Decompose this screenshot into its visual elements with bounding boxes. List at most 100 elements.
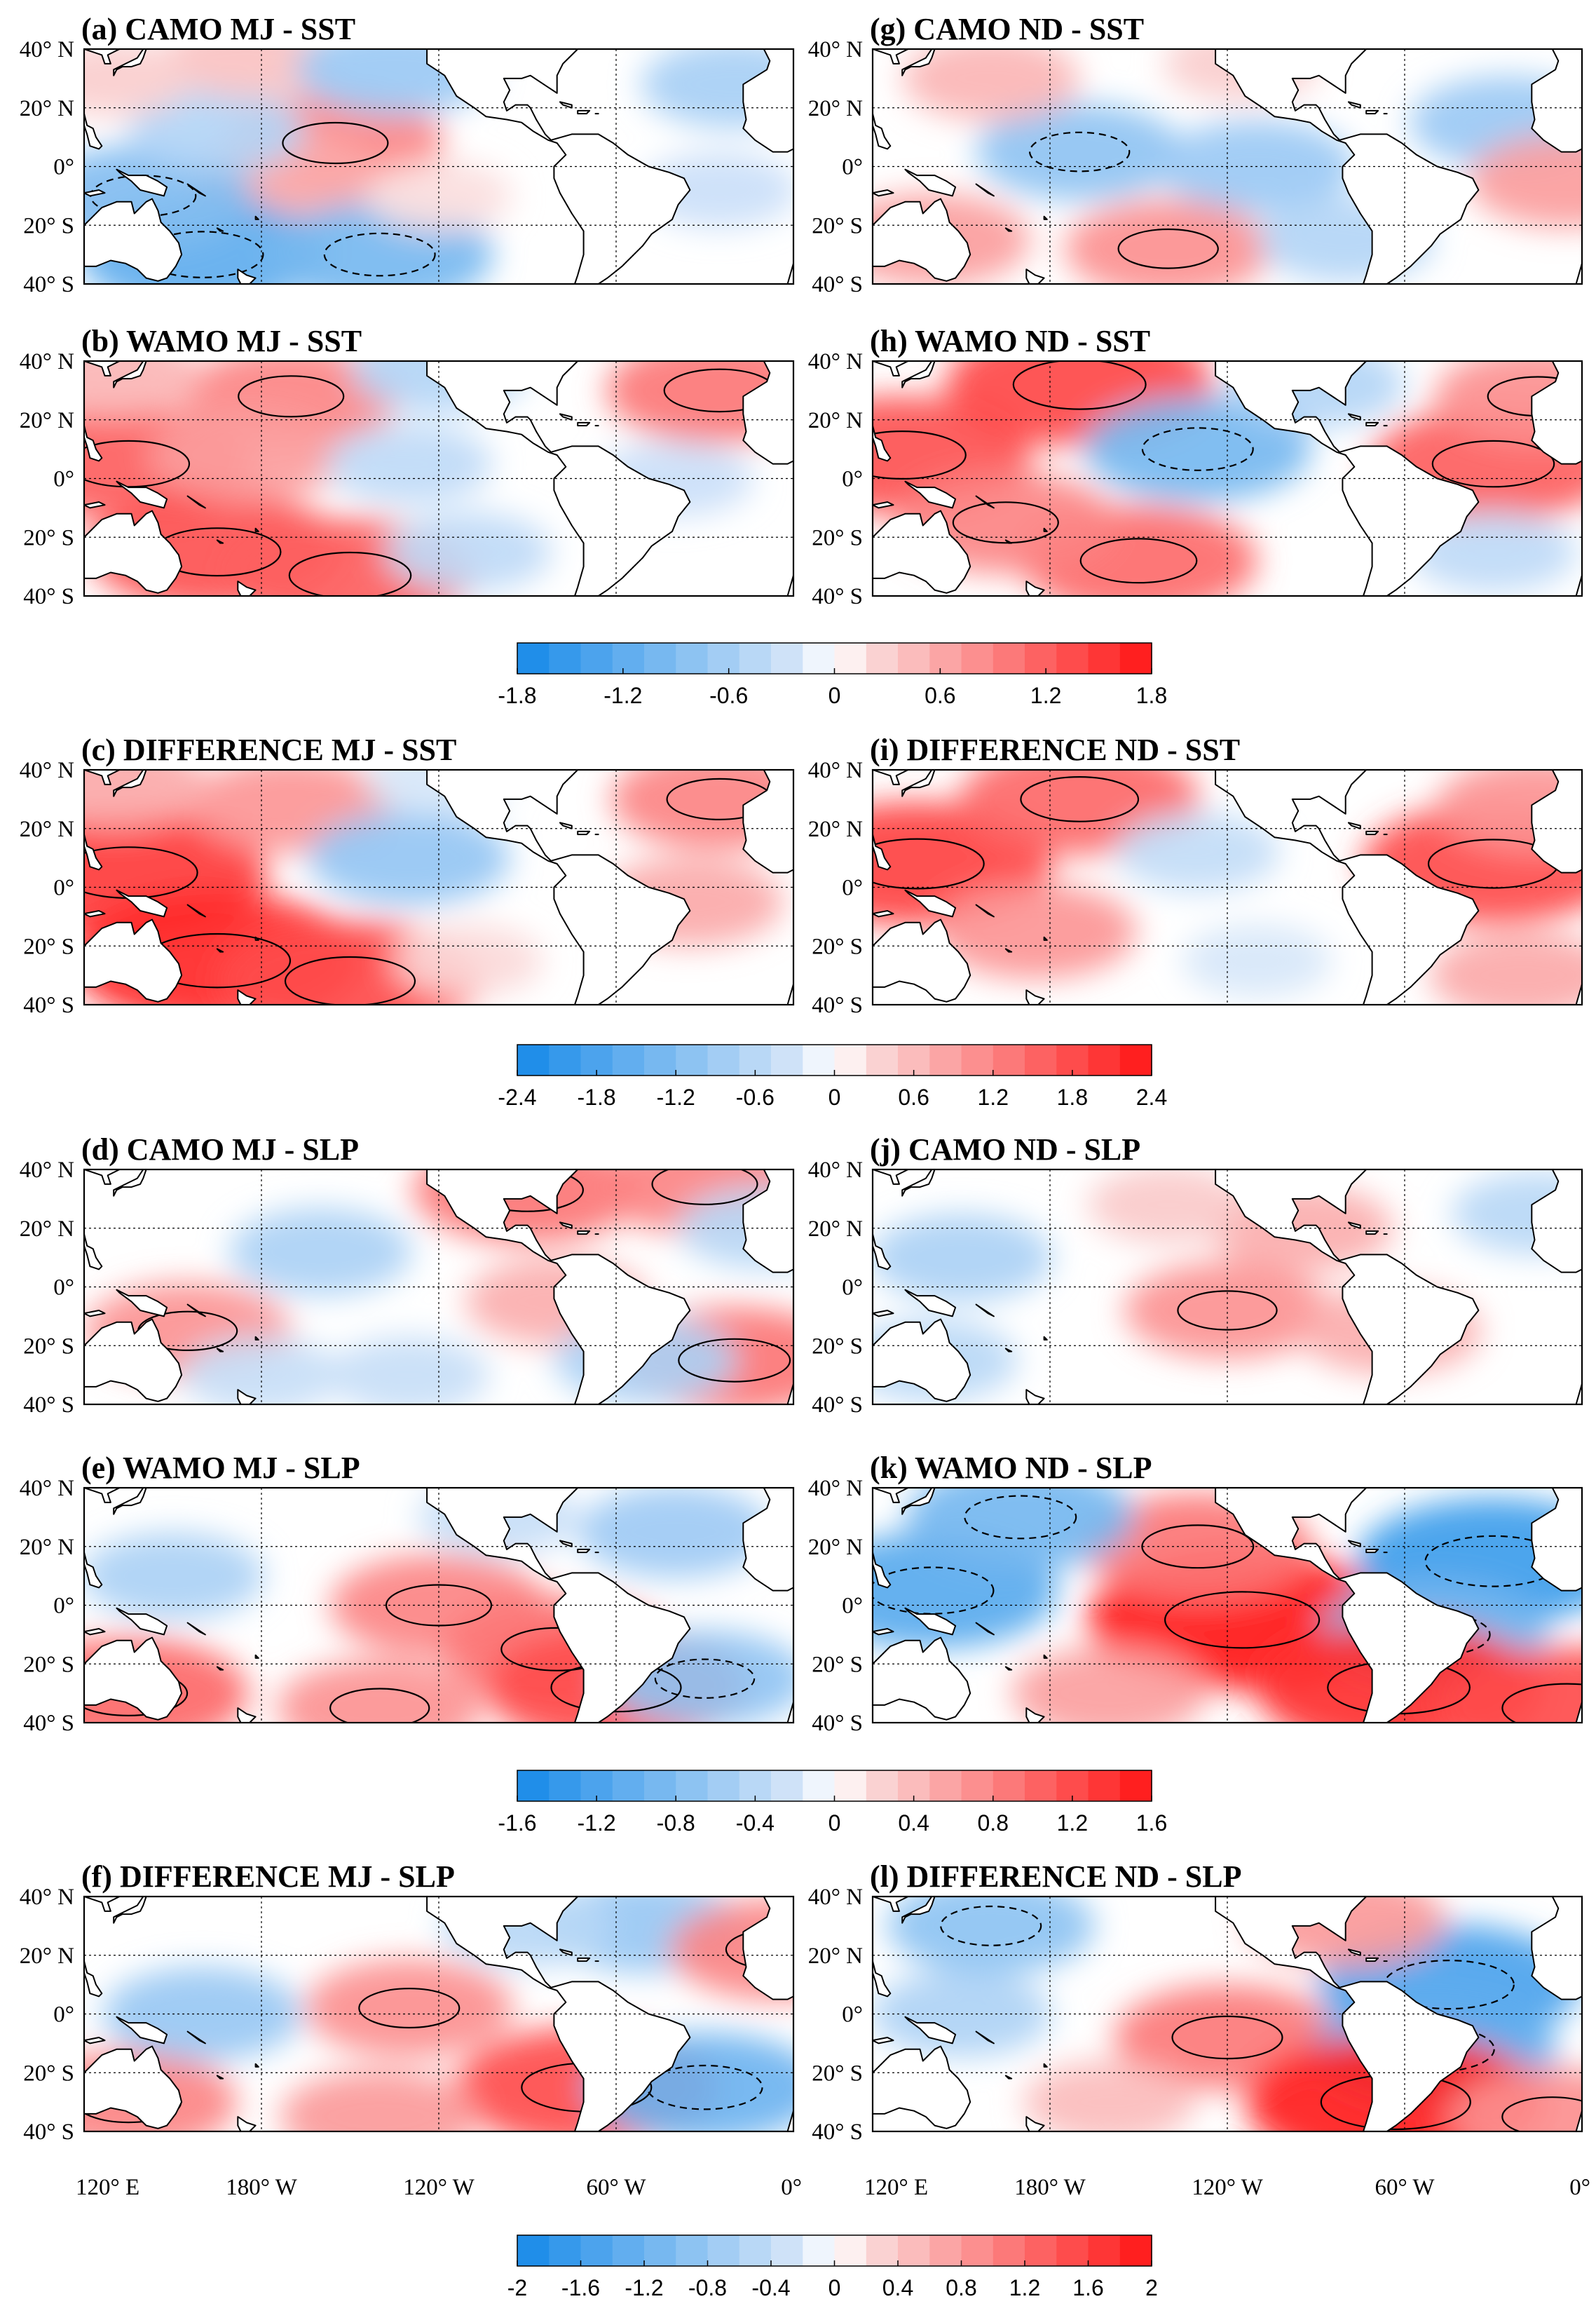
panel-a-island-4: [237, 269, 257, 284]
panel-f-anomaly-0: [305, 1959, 514, 2057]
panel-d-field: [84, 1169, 793, 1404]
panel-a-anomaly-8: [641, 49, 793, 129]
panel-c: (c) DIFFERENCE MJ - SST: [81, 733, 795, 1006]
panel-h-island-9: [1365, 421, 1379, 427]
colorbar-sst-models-tick: 1.8: [1136, 683, 1167, 708]
colorbar-slp-difference-swatch: [803, 2235, 835, 2266]
colorbar-sst-models-swatch: [549, 643, 582, 674]
panel-l: (l) DIFFERENCE ND - SLP: [870, 1859, 1583, 2133]
panel-l-anomaly-4: [887, 1897, 1096, 1975]
panel-k-landmass-4: [901, 1488, 936, 1515]
colorbar-sst-difference-tick: -1.8: [578, 1085, 616, 1110]
panel-e-frame: [83, 1486, 795, 1724]
colorbar-sst-models-tick: -1.2: [603, 683, 642, 708]
panel-g-anomaly-4: [902, 49, 1079, 121]
panel-a-contour-3: [323, 232, 436, 277]
panel-k-anomaly-3: [906, 1488, 1135, 1571]
colorbar-sst-models-swatch: [866, 643, 899, 674]
panel-f-anomaly-7: [280, 2070, 479, 2131]
panel-f-frame: [83, 1895, 795, 2133]
colorbar-sst-difference-tick: -1.2: [657, 1085, 695, 1110]
panel-g-contours: [1028, 131, 1219, 269]
panel-g-landmass-4: [901, 49, 936, 76]
colorbar-sst-models-tick: -1.8: [498, 683, 536, 708]
panel-d-island-12: [786, 1383, 793, 1404]
panel-d-island-9: [577, 1230, 591, 1235]
panel-k-frame: [871, 1486, 1583, 1724]
panel-a-lat-tick: 40° S: [23, 272, 74, 297]
panel-h-contour-1: [1012, 361, 1147, 410]
panel-f-title: (f) DIFFERENCE MJ - SLP: [81, 1859, 455, 1894]
colorbar-sst-difference-tick: 0: [828, 1085, 841, 1110]
lon-tick-right: 0°: [1569, 2175, 1590, 2200]
panel-j-island-1: [904, 1289, 957, 1317]
panel-h-lat-tick: 0°: [842, 467, 863, 492]
panel-i-landmass-4: [901, 770, 936, 797]
panel-a-anomaly-field: [84, 49, 793, 284]
panel-j-lat-tick: 20° N: [808, 1216, 863, 1242]
panel-g-island-0: [873, 113, 892, 150]
panel-k-island-0: [873, 1552, 892, 1589]
panel-i-lat-tick: 40° N: [808, 758, 863, 783]
panel-c-island-12: [786, 983, 793, 1005]
panel-h-landmass-1: [1531, 361, 1582, 465]
panel-d-lat-tick: 20° N: [20, 1216, 74, 1242]
panel-k-island-6: [1004, 1666, 1013, 1671]
colorbar-sst-models-swatch: [1056, 643, 1089, 674]
panel-k-island-3: [873, 1628, 894, 1636]
colorbar-slp-difference-swatch: [993, 2235, 1025, 2266]
colorbar-sst-models: -1.8 -1.2 -0.6 0 0.6 1.2 1.8: [498, 642, 1167, 708]
colorbar-slp-difference-swatch: [676, 2235, 709, 2266]
colorbar-slp-models-swatch: [707, 1770, 740, 1801]
panel-a-island-12: [786, 262, 793, 284]
panel-i-island-6: [1004, 948, 1013, 953]
panel-h-contour-3: [1079, 538, 1198, 584]
panel-i-island-9: [1365, 830, 1379, 836]
colorbar-sst-difference-tick: 0.6: [898, 1085, 929, 1110]
colorbar-slp-models-tick: 1.6: [1136, 1810, 1167, 1836]
colorbar-slp-models-swatch: [771, 1770, 803, 1801]
panel-e-gridlines: [84, 1488, 793, 1723]
panel-c-anomaly-5: [611, 770, 793, 850]
colorbar-sst-difference-swatch: [549, 1045, 582, 1076]
panel-f-landmass-4: [113, 1897, 147, 1924]
panel-b-island-3: [84, 501, 106, 509]
panel-l-landmass-1: [1531, 1897, 1582, 2000]
panel-l-island-1: [904, 2016, 957, 2044]
panel-h: (h) WAMO ND - SST: [870, 324, 1583, 597]
panel-k-contour-3: [964, 1495, 1077, 1540]
panel-j-landmass-4: [901, 1169, 936, 1197]
panel-i-anomaly-6: [1429, 930, 1582, 1005]
panel-a-island-6: [216, 227, 224, 232]
panel-k-contour-7: [1501, 1683, 1582, 1723]
panel-k-lat-tick: 40° N: [808, 1476, 863, 1501]
panel-g-island-7: [1043, 215, 1048, 220]
panel-f-lat-tick: 0°: [53, 2002, 74, 2028]
colorbar-sst-difference-swatch: [993, 1045, 1025, 1076]
panel-e-lat-tick: 20° S: [23, 1652, 74, 1677]
panel-b-island-6: [216, 539, 224, 544]
panel-a-anomaly-6: [163, 49, 330, 98]
panel-g-contour-0: [1028, 131, 1131, 172]
panel-k-lat-tick: 20° S: [812, 1652, 863, 1677]
colorbar-slp-models: -1.6 -1.2 -0.8 -0.4 0 0.4 0.8 1.2 1.6: [498, 1770, 1167, 1836]
panel-k: (k) WAMO ND - SLP: [870, 1451, 1583, 1724]
panel-h-anomaly-2: [1084, 396, 1312, 503]
colorbar-slp-difference-swatch: [707, 2235, 740, 2266]
panel-g-frame: [871, 48, 1583, 285]
panel-a-anomaly-11: [365, 160, 512, 232]
panel-b-landmass-3: [84, 361, 121, 377]
colorbar-sst-difference-swatch: [676, 1045, 709, 1076]
panel-l-title: (l) DIFFERENCE ND - SLP: [870, 1859, 1241, 1894]
panel-a-landmass-2: [84, 198, 183, 282]
colorbar-sst-difference: -2.4 -1.8 -1.2 -0.6 0 0.6 1.2 1.8 2.4: [498, 1044, 1167, 1110]
panel-a-island-9: [577, 109, 591, 115]
panel-l-island-12: [1575, 2110, 1582, 2131]
panel-l-lat-tick: 20° N: [808, 1944, 863, 1969]
colorbar-slp-difference-tick: -1.2: [625, 2275, 663, 2300]
colorbar-sst-difference-tick: -0.6: [736, 1085, 775, 1110]
panel-g-island-6: [1004, 227, 1013, 232]
panel-l-contour-8: [1501, 2096, 1582, 2131]
lon-tick-right: 180° W: [1014, 2175, 1086, 2200]
panel-h-landmass-4: [901, 361, 936, 388]
